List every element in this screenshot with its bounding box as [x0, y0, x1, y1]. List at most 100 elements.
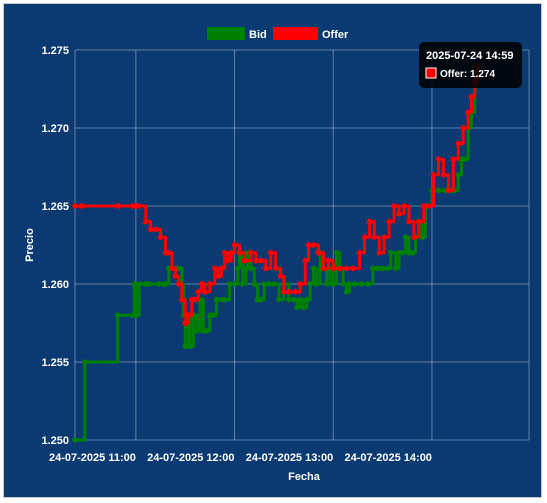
data-point[interactable] [297, 296, 304, 303]
data-point[interactable] [72, 437, 78, 443]
data-point[interactable] [248, 265, 254, 272]
data-point[interactable] [392, 265, 399, 272]
data-point[interactable] [361, 234, 368, 240]
data-point[interactable] [172, 273, 179, 280]
data-point[interactable] [379, 265, 386, 272]
data-point[interactable] [386, 218, 392, 225]
data-point[interactable] [136, 281, 142, 287]
data-point[interactable] [156, 281, 162, 287]
data-point[interactable] [364, 281, 371, 287]
data-point[interactable] [228, 250, 235, 256]
data-point[interactable] [182, 343, 189, 350]
data-point[interactable] [415, 218, 422, 225]
data-point[interactable] [455, 172, 462, 178]
data-point[interactable] [462, 156, 468, 162]
data-point[interactable] [388, 250, 394, 256]
data-point[interactable] [350, 265, 356, 272]
data-point[interactable] [384, 265, 391, 272]
data-point[interactable] [236, 250, 243, 256]
data-point[interactable] [468, 94, 475, 100]
data-point[interactable] [435, 187, 442, 194]
data-point[interactable] [401, 203, 407, 209]
data-point[interactable] [203, 328, 210, 334]
data-point[interactable] [146, 281, 152, 287]
data-point[interactable] [358, 281, 365, 287]
data-point[interactable] [340, 281, 346, 287]
data-point[interactable] [263, 265, 269, 272]
data-point[interactable] [142, 218, 149, 225]
data-point[interactable] [272, 265, 279, 272]
data-point[interactable] [343, 289, 350, 295]
data-point[interactable] [215, 273, 221, 280]
data-point[interactable] [266, 281, 272, 287]
data-point[interactable] [376, 250, 383, 256]
legend-item-bid[interactable]: Bid [207, 27, 267, 41]
data-point[interactable] [305, 242, 312, 248]
data-point[interactable] [182, 320, 189, 326]
data-point[interactable] [82, 359, 88, 365]
data-point[interactable] [366, 218, 373, 225]
data-point[interactable] [330, 281, 337, 287]
data-point[interactable] [231, 242, 238, 248]
data-point[interactable] [371, 234, 378, 240]
data-point[interactable] [440, 172, 447, 178]
data-point[interactable] [419, 234, 425, 240]
data-point[interactable] [207, 281, 213, 287]
data-point[interactable] [243, 265, 249, 272]
data-point[interactable] [114, 312, 121, 319]
data-point[interactable] [193, 328, 200, 334]
data-point[interactable] [286, 296, 292, 303]
data-point[interactable] [78, 203, 85, 209]
data-point[interactable] [213, 296, 220, 303]
data-point[interactable] [330, 265, 337, 272]
data-point[interactable] [187, 343, 193, 350]
data-point[interactable] [302, 257, 309, 264]
data-point[interactable] [192, 296, 198, 303]
data-point[interactable] [455, 140, 462, 147]
data-point[interactable] [406, 218, 412, 225]
data-point[interactable] [202, 289, 208, 295]
data-point[interactable] [315, 250, 322, 256]
data-point[interactable] [346, 281, 353, 287]
data-point[interactable] [411, 234, 417, 240]
data-point[interactable] [195, 289, 202, 295]
data-point[interactable] [409, 250, 416, 256]
legend[interactable]: Bid Offer [207, 27, 349, 41]
data-point[interactable] [225, 257, 231, 264]
data-point[interactable] [258, 257, 264, 264]
data-point[interactable] [179, 296, 185, 303]
data-point[interactable] [277, 273, 284, 280]
data-point[interactable] [169, 265, 175, 272]
data-point[interactable] [210, 312, 216, 319]
data-point[interactable] [226, 281, 233, 287]
data-point[interactable] [241, 257, 248, 264]
data-point[interactable] [248, 250, 254, 256]
data-point[interactable] [304, 296, 310, 303]
data-point[interactable] [314, 281, 320, 287]
data-point[interactable] [430, 172, 437, 178]
data-point[interactable] [175, 265, 182, 272]
data-point[interactable] [351, 281, 358, 287]
data-point[interactable] [399, 250, 406, 256]
data-point[interactable] [402, 234, 409, 240]
data-point[interactable] [152, 226, 159, 233]
data-point[interactable] [460, 125, 467, 131]
data-point[interactable] [235, 265, 241, 272]
data-point[interactable] [253, 257, 259, 264]
data-point[interactable] [396, 211, 402, 217]
data-point[interactable] [294, 304, 300, 311]
data-point[interactable] [307, 281, 314, 287]
data-point[interactable] [72, 203, 78, 209]
data-point[interactable] [356, 250, 363, 256]
data-point[interactable] [162, 281, 169, 287]
data-point[interactable] [133, 312, 139, 319]
data-point[interactable] [323, 281, 330, 287]
data-point[interactable] [239, 281, 246, 287]
data-point[interactable] [147, 226, 154, 233]
legend-item-offer[interactable]: Offer [273, 27, 349, 41]
data-point[interactable] [157, 234, 164, 240]
data-point[interactable] [185, 312, 192, 319]
data-point[interactable] [465, 109, 471, 116]
data-point[interactable] [310, 265, 317, 272]
data-point[interactable] [114, 203, 121, 209]
